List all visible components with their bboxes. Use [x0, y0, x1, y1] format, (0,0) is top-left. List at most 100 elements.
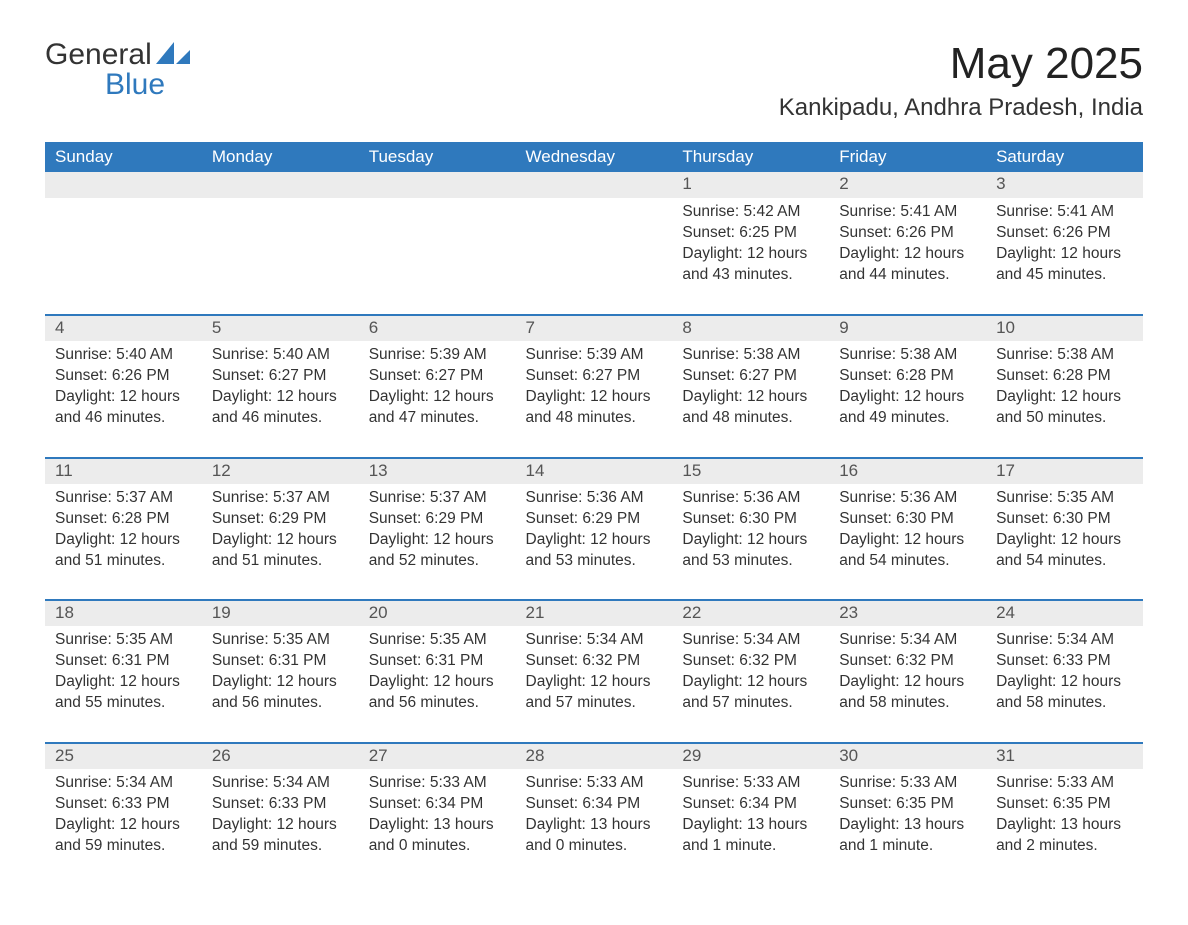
- day-number-cell: 19: [202, 600, 359, 626]
- day-number-cell: 27: [359, 743, 516, 769]
- page-header: General Blue May 2025 Kankipadu, Andhra …: [45, 40, 1143, 132]
- day-detail-row: Sunrise: 5:34 AMSunset: 6:33 PMDaylight:…: [45, 769, 1143, 885]
- sunrise-text: Sunrise: 5:37 AM: [369, 488, 506, 509]
- day-detail-cell: Sunrise: 5:35 AMSunset: 6:31 PMDaylight:…: [45, 626, 202, 743]
- day-number-cell: 30: [829, 743, 986, 769]
- daylight-text: Daylight: 12 hours and 56 minutes.: [369, 672, 506, 714]
- day-detail-cell: Sunrise: 5:41 AMSunset: 6:26 PMDaylight:…: [986, 198, 1143, 315]
- day-number-cell: 14: [516, 458, 673, 484]
- weekday-header: Thursday: [672, 142, 829, 172]
- day-number-cell: 9: [829, 315, 986, 341]
- sunrise-text: Sunrise: 5:34 AM: [996, 630, 1133, 651]
- sunset-text: Sunset: 6:26 PM: [839, 223, 976, 244]
- day-detail-cell: Sunrise: 5:37 AMSunset: 6:28 PMDaylight:…: [45, 484, 202, 601]
- day-number-cell: 25: [45, 743, 202, 769]
- day-detail-cell: Sunrise: 5:34 AMSunset: 6:32 PMDaylight:…: [829, 626, 986, 743]
- day-number-row: 45678910: [45, 315, 1143, 341]
- daylight-text: Daylight: 12 hours and 49 minutes.: [839, 387, 976, 429]
- day-number-cell: [516, 172, 673, 198]
- day-number-cell: 15: [672, 458, 829, 484]
- sunrise-text: Sunrise: 5:42 AM: [682, 202, 819, 223]
- sunset-text: Sunset: 6:33 PM: [996, 651, 1133, 672]
- sunrise-text: Sunrise: 5:33 AM: [682, 773, 819, 794]
- daylight-text: Daylight: 12 hours and 57 minutes.: [682, 672, 819, 714]
- title-block: May 2025 Kankipadu, Andhra Pradesh, Indi…: [779, 40, 1143, 132]
- sunrise-text: Sunrise: 5:33 AM: [839, 773, 976, 794]
- day-detail-cell: Sunrise: 5:41 AMSunset: 6:26 PMDaylight:…: [829, 198, 986, 315]
- day-detail-row: Sunrise: 5:42 AMSunset: 6:25 PM Daylight:…: [45, 198, 1143, 315]
- sunset-text: Sunset: 6:30 PM: [996, 509, 1133, 530]
- sunset-text: Sunset: 6:34 PM: [526, 794, 663, 815]
- day-detail-cell: Sunrise: 5:34 AMSunset: 6:33 PMDaylight:…: [202, 769, 359, 885]
- sunset-text: Sunset: 6:31 PM: [212, 651, 349, 672]
- day-number-cell: 6: [359, 315, 516, 341]
- day-number-cell: 17: [986, 458, 1143, 484]
- day-detail-cell: Sunrise: 5:39 AMSunset: 6:27 PMDaylight:…: [516, 341, 673, 458]
- daylight-text: Daylight: 12 hours and 59 minutes.: [212, 815, 349, 857]
- day-detail-row: Sunrise: 5:35 AMSunset: 6:31 PMDaylight:…: [45, 626, 1143, 743]
- sunset-text: Sunset: 6:30 PM: [682, 509, 819, 530]
- day-number-cell: 31: [986, 743, 1143, 769]
- daylight-text: Daylight: 13 hours and 0 minutes.: [369, 815, 506, 857]
- calendar-table: SundayMondayTuesdayWednesdayThursdayFrid…: [45, 142, 1143, 884]
- sunrise-text: Sunrise: 5:35 AM: [212, 630, 349, 651]
- day-number-cell: 2: [829, 172, 986, 198]
- day-number-cell: 3: [986, 172, 1143, 198]
- day-number-cell: 18: [45, 600, 202, 626]
- day-detail-cell: [516, 198, 673, 315]
- sunset-text: Sunset: 6:32 PM: [526, 651, 663, 672]
- daylight-text: Daylight: 13 hours and 1 minute.: [682, 815, 819, 857]
- daylight-text: Daylight: 12 hours and 58 minutes.: [996, 672, 1133, 714]
- sunset-text: Sunset: 6:29 PM: [212, 509, 349, 530]
- sunrise-text: Sunrise: 5:39 AM: [369, 345, 506, 366]
- daylight-text: Daylight: 12 hours and 48 minutes.: [526, 387, 663, 429]
- daylight-text: Daylight: 12 hours and 53 minutes.: [526, 530, 663, 572]
- logo-word1: General: [45, 38, 152, 71]
- month-title: May 2025: [779, 40, 1143, 88]
- day-detail-cell: Sunrise: 5:34 AMSunset: 6:33 PMDaylight:…: [986, 626, 1143, 743]
- sunset-text: Sunset: 6:28 PM: [996, 366, 1133, 387]
- day-number-cell: [202, 172, 359, 198]
- daylight-text: Daylight: 12 hours and 52 minutes.: [369, 530, 506, 572]
- day-number-row: 11121314151617: [45, 458, 1143, 484]
- day-detail-cell: Sunrise: 5:33 AMSunset: 6:34 PMDaylight:…: [516, 769, 673, 885]
- weekday-header: Saturday: [986, 142, 1143, 172]
- daylight-text: Daylight: 13 hours and 1 minute.: [839, 815, 976, 857]
- day-number-cell: [45, 172, 202, 198]
- sunset-text: Sunset: 6:28 PM: [55, 509, 192, 530]
- sunrise-text: Sunrise: 5:34 AM: [526, 630, 663, 651]
- day-number-cell: 23: [829, 600, 986, 626]
- sunrise-text: Sunrise: 5:36 AM: [526, 488, 663, 509]
- sunrise-text: Sunrise: 5:33 AM: [369, 773, 506, 794]
- sunrise-text: Sunrise: 5:40 AM: [212, 345, 349, 366]
- sunrise-text: Sunrise: 5:33 AM: [526, 773, 663, 794]
- day-detail-cell: Sunrise: 5:37 AMSunset: 6:29 PMDaylight:…: [359, 484, 516, 601]
- sunrise-text: Sunrise: 5:41 AM: [839, 202, 976, 223]
- day-detail-cell: Sunrise: 5:33 AMSunset: 6:35 PMDaylight:…: [829, 769, 986, 885]
- sunset-text: Sunset: 6:27 PM: [526, 366, 663, 387]
- day-detail-row: Sunrise: 5:40 AMSunset: 6:26 PMDaylight:…: [45, 341, 1143, 458]
- daylight-text: Daylight: 12 hours and 58 minutes.: [839, 672, 976, 714]
- day-number-row: 25262728293031: [45, 743, 1143, 769]
- day-detail-cell: Sunrise: 5:34 AMSunset: 6:33 PMDaylight:…: [45, 769, 202, 885]
- sunrise-text: Sunrise: 5:38 AM: [996, 345, 1133, 366]
- sunrise-text: Sunrise: 5:34 AM: [212, 773, 349, 794]
- day-detail-cell: Sunrise: 5:36 AMSunset: 6:30 PMDaylight:…: [829, 484, 986, 601]
- daylight-text: Daylight: 12 hours and 45 minutes.: [996, 244, 1133, 286]
- day-number-cell: 29: [672, 743, 829, 769]
- day-number-cell: 21: [516, 600, 673, 626]
- sunrise-text: Sunrise: 5:39 AM: [526, 345, 663, 366]
- day-number-cell: 16: [829, 458, 986, 484]
- sunrise-text: Sunrise: 5:35 AM: [55, 630, 192, 651]
- day-number-cell: 28: [516, 743, 673, 769]
- sunset-text: Sunset: 6:33 PM: [212, 794, 349, 815]
- sunrise-text: Sunrise: 5:36 AM: [682, 488, 819, 509]
- weekday-header: Sunday: [45, 142, 202, 172]
- day-detail-cell: Sunrise: 5:39 AMSunset: 6:27 PMDaylight:…: [359, 341, 516, 458]
- sunset-text: Sunset: 6:34 PM: [682, 794, 819, 815]
- weekday-header: Wednesday: [516, 142, 673, 172]
- daylight-text: Daylight: 12 hours and 48 minutes.: [682, 387, 819, 429]
- sunset-text: Sunset: 6:25 PM: [682, 223, 819, 244]
- weekday-row: SundayMondayTuesdayWednesdayThursdayFrid…: [45, 142, 1143, 172]
- sunset-text: Sunset: 6:27 PM: [682, 366, 819, 387]
